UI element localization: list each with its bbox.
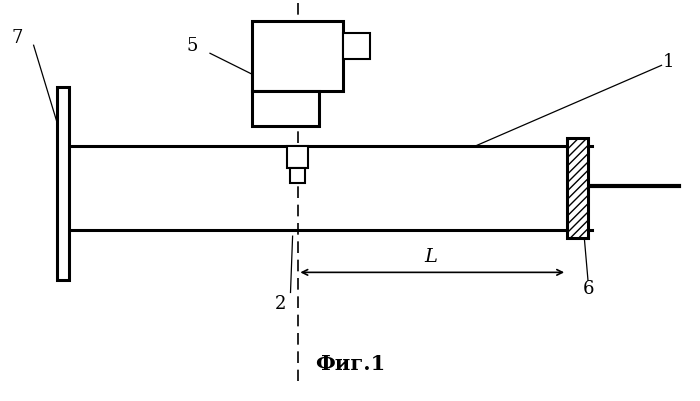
Text: 1: 1: [663, 53, 674, 71]
Text: 7: 7: [12, 29, 23, 47]
Text: 2: 2: [274, 294, 286, 312]
Text: 6: 6: [582, 280, 594, 298]
Bar: [57, 88, 69, 281]
Text: 5: 5: [187, 37, 198, 55]
Bar: [287, 146, 308, 168]
Text: Фиг.1: Фиг.1: [315, 353, 385, 373]
Bar: [252, 92, 318, 126]
Bar: [252, 22, 343, 92]
Bar: [343, 34, 370, 60]
Bar: [567, 138, 588, 239]
Text: L: L: [424, 248, 437, 265]
Bar: [290, 168, 305, 184]
